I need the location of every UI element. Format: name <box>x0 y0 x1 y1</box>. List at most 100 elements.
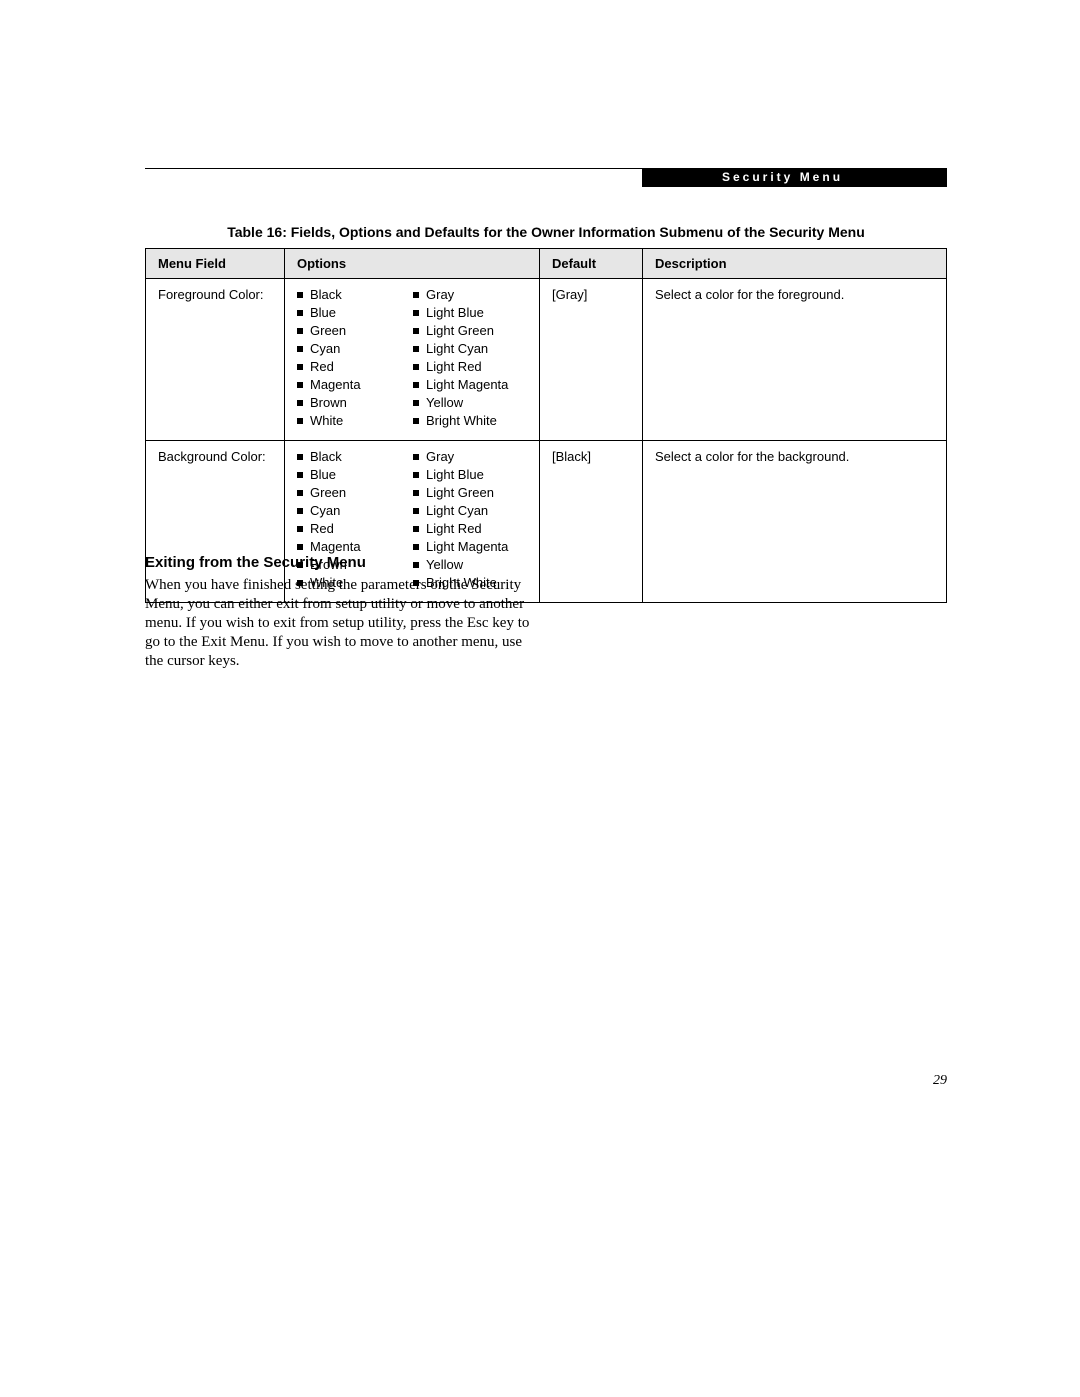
bullet-icon <box>413 544 419 550</box>
option-item: Light Cyan <box>413 503 529 519</box>
bullet-icon <box>297 292 303 298</box>
option-label: Light Magenta <box>426 377 508 393</box>
bullet-icon <box>413 526 419 532</box>
table-caption: Table 16: Fields, Options and Defaults f… <box>145 224 947 240</box>
bullet-icon <box>297 364 303 370</box>
bullet-icon <box>413 310 419 316</box>
table-row: Foreground Color: Black Blue Green Cyan … <box>146 279 947 441</box>
option-item: Light Magenta <box>413 377 529 393</box>
option-item: Light Blue <box>413 467 529 483</box>
option-label: Brown <box>310 395 347 411</box>
bullet-icon <box>297 310 303 316</box>
option-label: Black <box>310 287 342 303</box>
option-label: Green <box>310 323 346 339</box>
option-label: Blue <box>310 467 336 483</box>
bullet-icon <box>413 454 419 460</box>
page-number: 29 <box>933 1073 947 1089</box>
bullet-icon <box>413 418 419 424</box>
option-item: Light Blue <box>413 305 529 321</box>
option-label: Yellow <box>426 557 463 573</box>
option-item: Green <box>297 323 413 339</box>
col-header-default: Default <box>540 249 643 279</box>
option-item: White <box>297 413 413 429</box>
option-item: Blue <box>297 467 413 483</box>
table-header-row: Menu Field Options Default Description <box>146 249 947 279</box>
option-item: Light Green <box>413 323 529 339</box>
option-item: Yellow <box>413 395 529 411</box>
bullet-icon <box>297 472 303 478</box>
page: Security Menu Table 16: Fields, Options … <box>0 0 1080 1397</box>
option-item: Light Cyan <box>413 341 529 357</box>
option-item: Brown <box>297 395 413 411</box>
bullet-icon <box>297 382 303 388</box>
bullet-icon <box>413 346 419 352</box>
option-item: Gray <box>413 449 529 465</box>
bullet-icon <box>413 472 419 478</box>
option-label: Green <box>310 485 346 501</box>
bullet-icon <box>413 562 419 568</box>
bullet-icon <box>297 454 303 460</box>
option-label: Magenta <box>310 377 361 393</box>
bullet-icon <box>413 328 419 334</box>
bullet-icon <box>413 508 419 514</box>
bullet-icon <box>413 490 419 496</box>
cell-description: Select a color for the background. <box>643 441 947 603</box>
option-item: Red <box>297 521 413 537</box>
bullet-icon <box>297 544 303 550</box>
option-label: Cyan <box>310 503 340 519</box>
option-label: Bright White <box>426 413 497 429</box>
option-label: Red <box>310 359 334 375</box>
option-label: White <box>310 413 343 429</box>
options-col-left: Black Blue Green Cyan Red Magenta Brown … <box>297 287 413 431</box>
option-label: Black <box>310 449 342 465</box>
option-item: Gray <box>413 287 529 303</box>
option-item: Yellow <box>413 557 529 573</box>
option-label: Light Green <box>426 485 494 501</box>
section-paragraph: When you have finished setting the param… <box>145 576 541 671</box>
option-label: Blue <box>310 305 336 321</box>
option-label: Light Blue <box>426 467 484 483</box>
option-item: Blue <box>297 305 413 321</box>
header-bar: Security Menu <box>642 168 947 187</box>
option-label: Cyan <box>310 341 340 357</box>
option-item: Cyan <box>297 503 413 519</box>
cell-field: Foreground Color: <box>146 279 285 441</box>
bullet-icon <box>413 292 419 298</box>
cell-default: [Gray] <box>540 279 643 441</box>
section-heading: Exiting from the Security Menu <box>145 554 366 571</box>
options-col-right: Gray Light Blue Light Green Light Cyan L… <box>413 449 529 593</box>
option-item: Light Red <box>413 521 529 537</box>
option-label: Light Cyan <box>426 503 488 519</box>
col-header-field: Menu Field <box>146 249 285 279</box>
option-label: Red <box>310 521 334 537</box>
cell-description: Select a color for the foreground. <box>643 279 947 441</box>
option-label: Magenta <box>310 539 361 555</box>
option-item: Green <box>297 485 413 501</box>
option-item: Cyan <box>297 341 413 357</box>
col-header-desc: Description <box>643 249 947 279</box>
bullet-icon <box>297 508 303 514</box>
option-label: Light Red <box>426 359 482 375</box>
options-col-right: Gray Light Blue Light Green Light Cyan L… <box>413 287 529 431</box>
option-label: Light Green <box>426 323 494 339</box>
bullet-icon <box>413 382 419 388</box>
bullet-icon <box>297 490 303 496</box>
option-label: Gray <box>426 287 454 303</box>
option-label: Light Cyan <box>426 341 488 357</box>
option-label: Light Blue <box>426 305 484 321</box>
bullet-icon <box>413 364 419 370</box>
option-item: Magenta <box>297 377 413 393</box>
option-label: Gray <box>426 449 454 465</box>
option-label: Yellow <box>426 395 463 411</box>
options-col-left: Black Blue Green Cyan Red Magenta Brown … <box>297 449 413 593</box>
bullet-icon <box>297 328 303 334</box>
option-item: Magenta <box>297 539 413 555</box>
option-item: Red <box>297 359 413 375</box>
option-label: Light Red <box>426 521 482 537</box>
bullet-icon <box>297 400 303 406</box>
spec-table: Menu Field Options Default Description F… <box>145 248 947 603</box>
bullet-icon <box>297 418 303 424</box>
cell-options: Black Blue Green Cyan Red Magenta Brown … <box>285 279 540 441</box>
bullet-icon <box>297 346 303 352</box>
option-item: Bright White <box>413 413 529 429</box>
